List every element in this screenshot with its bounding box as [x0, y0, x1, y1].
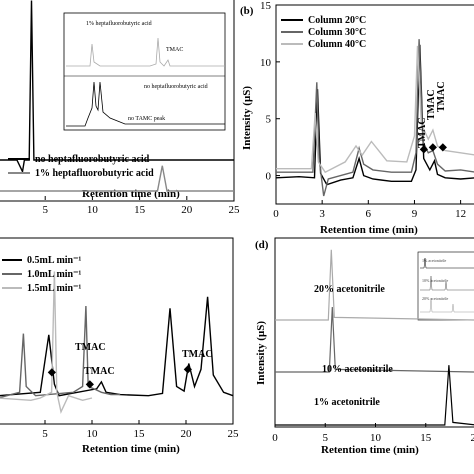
legend-label: Column 20°C	[308, 15, 366, 26]
annotation-diamond: ◆	[183, 364, 192, 375]
x-tick-label: 25	[229, 204, 241, 216]
series-label: 20% acetonitrile	[314, 284, 385, 295]
series-label: 1% acetonitrile	[314, 397, 380, 408]
x-tick-label: 20	[471, 432, 474, 444]
x-tick-label: 15	[420, 432, 432, 444]
y-tick-label: 10	[260, 57, 272, 69]
series-line	[0, 165, 234, 192]
panel-c: Retention time (min)	[0, 237, 234, 455]
panel-d-inset-trace-1	[420, 257, 474, 269]
annotation-tmac: TMAC	[417, 117, 428, 148]
panel-a-frame	[0, 0, 235, 202]
annotation-diamond: ◆	[85, 379, 94, 390]
series-line	[276, 45, 474, 174]
annotation-diamond: ◆	[428, 142, 437, 153]
y-tick-label: 15	[260, 0, 272, 12]
panel-a-inset-trace-bottom	[66, 81, 225, 127]
annotation-diamond: ◆	[438, 142, 447, 153]
annotation-diamond: ◆	[419, 144, 428, 155]
panel-d-inset-label-3: 20% acetonitrile	[422, 296, 449, 301]
panel-d-inset-label-1: 1% acetonitrile	[422, 258, 447, 263]
x-tick-label: 12	[455, 208, 466, 220]
panel-b-ylabel: Intensity (μS)	[241, 86, 253, 150]
panel-d-tag: (d)	[255, 239, 269, 251]
legend-label: 1.5mL min⁻¹	[27, 283, 81, 294]
x-tick-label: 3	[319, 208, 325, 220]
panel-b-xlabel: Retention time (min)	[320, 224, 418, 236]
legend-label: 1% heptafluorobutyric acid	[35, 168, 154, 179]
x-tick-label: 10	[370, 432, 382, 444]
series-line	[0, 271, 93, 414]
series-line	[0, 296, 234, 397]
panel-d-inset-label-2: 10% acetonitrile	[422, 278, 449, 283]
panel-d-xlabel: Retention time (min)	[321, 444, 419, 456]
panel-b-tag: (b)	[240, 5, 254, 17]
panel-d-inset-frame	[417, 251, 474, 321]
x-tick-label: 20	[181, 428, 193, 440]
series-line	[0, 305, 121, 399]
x-tick-label: 9	[412, 208, 418, 220]
series-line	[275, 306, 474, 373]
panel-a-inset-label-3: no TAMC peak	[128, 116, 165, 122]
panel-a-inset-trace-top	[66, 37, 225, 67]
x-tick-label: 15	[134, 428, 146, 440]
x-tick-label: 10	[87, 428, 99, 440]
x-tick-label: 10	[87, 204, 99, 216]
panel-a: 1% heptafluorobutyric acid TMAC no hepta…	[0, 0, 235, 202]
panel-d-inset: 1% acetonitrile 10% acetonitrile 20% ace…	[417, 251, 474, 321]
plot-layer: 5 10 15 20 25 0 3 6 9 12 5 10 15 20 25 0 5 10 15 20 0 5 10 15 no…	[0, 0, 474, 444]
legend-label: no heptafluorobutyric acid	[35, 154, 150, 165]
x-tick-label: 0	[272, 432, 278, 444]
x-tick-label: 5	[42, 428, 48, 440]
panel-a-inset-label-1: 1% heptafluorobutyric acid	[86, 20, 152, 27]
legend-label: 0.5mL min⁻¹	[27, 255, 81, 266]
series-label: 10% acetonitrile	[322, 364, 393, 375]
panel-a-inset-label-2: no heptafluorobutyric acid	[144, 83, 208, 90]
x-tick-label: 0	[273, 208, 279, 220]
panel-d: (d) Intensity (μS) Retention time (min) …	[255, 237, 474, 456]
x-tick-label: 15	[134, 204, 146, 216]
series-line	[275, 365, 474, 426]
x-tick-label: 5	[42, 204, 48, 216]
annotation-tmac: TMAC	[436, 81, 447, 112]
series-line	[275, 44, 474, 186]
panel-d-ylabel: Intensity (μS)	[255, 321, 267, 385]
annotation-tmac: TMAC	[84, 366, 115, 377]
legend-label: 1.0mL min⁻¹	[27, 269, 81, 280]
y-tick-label: 5	[266, 114, 272, 126]
series-line	[276, 39, 474, 197]
panel-a-inset: 1% heptafluorobutyric acid TMAC no hepta…	[63, 12, 226, 131]
legend-label: Column 40°C	[308, 39, 366, 50]
x-tick-label: 25	[228, 428, 240, 440]
x-tick-label: 5	[323, 432, 329, 444]
x-tick-label: 20	[181, 204, 193, 216]
series-line	[275, 249, 474, 321]
annotation-tmac: TMAC	[75, 342, 106, 353]
panel-d-inset-trace-2	[420, 275, 474, 291]
panel-b-frame	[275, 4, 474, 205]
y-tick-label: 0	[266, 171, 272, 183]
panel-d-inset-trace-3	[420, 297, 474, 313]
panel-a-inset-frame	[63, 12, 226, 131]
x-tick-label: 6	[366, 208, 372, 220]
panel-c-xlabel: Retention time (min)	[82, 443, 180, 455]
annotation-tmac: TMAC	[182, 349, 213, 360]
annotation-diamond: ◆	[47, 367, 56, 378]
panel-c-frame	[0, 237, 234, 425]
legend-label: Column 30°C	[308, 27, 366, 38]
panel-b: (b) Intensity (μS) Retention time (min)	[240, 4, 474, 236]
annotation-tmac: TMAC	[426, 89, 437, 120]
panel-a-xlabel: Retention time (min)	[82, 188, 180, 200]
panel-a-inset-label-tmac: TMAC	[166, 47, 183, 53]
